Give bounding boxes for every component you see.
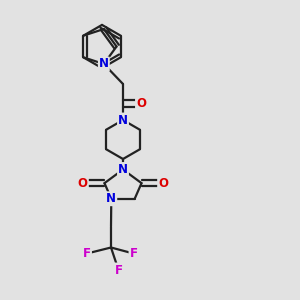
Text: N: N: [118, 113, 128, 127]
Text: O: O: [136, 97, 146, 110]
Text: O: O: [158, 177, 168, 190]
Text: O: O: [78, 177, 88, 190]
Text: F: F: [130, 247, 137, 260]
Text: N: N: [99, 58, 109, 70]
Text: F: F: [83, 247, 91, 260]
Text: N: N: [106, 192, 116, 205]
Text: F: F: [115, 263, 122, 277]
Text: N: N: [118, 163, 128, 176]
